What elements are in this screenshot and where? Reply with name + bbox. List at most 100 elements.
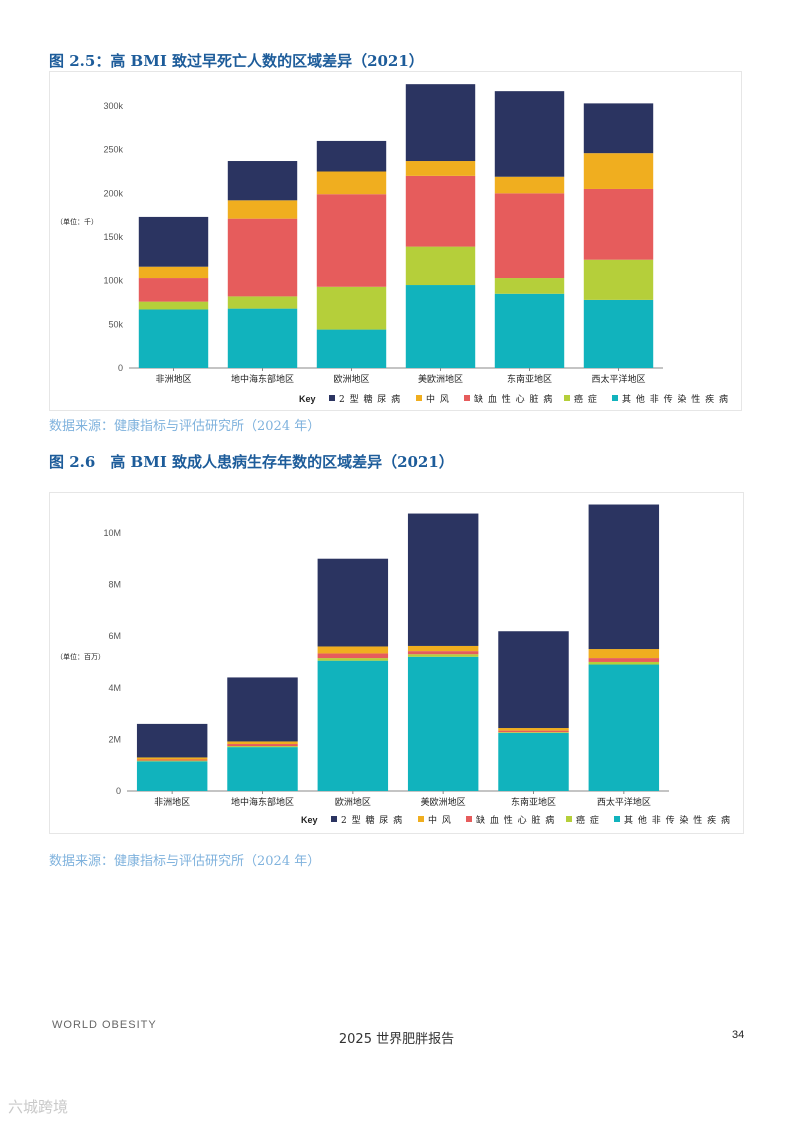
legend-swatch [566,816,572,822]
legend-item-label: 中 风 [426,393,450,405]
bar-segment [407,654,479,657]
legend-item-label: 中 风 [428,814,452,826]
legend-swatch [416,395,422,401]
bar-segment [138,301,209,310]
legend-swatch [466,816,472,822]
category-label: 欧洲地区 [333,373,369,385]
category-label: 非洲地区 [154,796,190,808]
legend-swatch [464,395,470,401]
category-label: 东南亚地区 [511,796,556,808]
bar-segment [227,747,298,791]
y-tick-label: 200k [103,188,123,198]
bar-segment [407,645,479,652]
bar-segment [317,653,389,659]
legend-swatch [331,816,337,822]
legend-item-label: 其 他 非 传 染 性 疾 病 [624,814,731,826]
legend-swatch [612,395,618,401]
bar-segment [494,193,565,279]
legend-swatch [614,816,620,822]
bar-segment [588,658,660,662]
bar-segment [583,299,654,368]
bar-segment [498,730,569,733]
category-label: 美欧洲地区 [421,796,466,808]
bar-segment [317,646,389,654]
y-tick-label: 300k [103,101,123,111]
bar-segment [316,194,387,287]
bar-segment [227,744,298,747]
legend-item-label: 缺 血 性 心 脏 病 [476,814,555,826]
bar-segment [407,651,479,655]
bar-segment [494,91,565,177]
legend-item-label: 2 型 糖 尿 病 [341,814,403,826]
bar-segment [498,732,569,733]
bar-segment [405,161,476,176]
category-label: 美欧洲地区 [418,373,463,385]
category-label: 地中海东部地区 [231,373,294,385]
report-title: 2025 世界肥胖报告 [338,1032,455,1047]
y-tick-label: 10M [103,528,121,538]
bar-segment [317,558,389,647]
bar-segment [316,286,387,330]
unit-label: （单位：千） [56,217,98,226]
y-tick-label: 8M [108,580,121,590]
legend-item-label: 2 型 糖 尿 病 [339,393,401,405]
bar-segment [405,246,476,286]
category-label: 西太平洋地区 [591,373,645,385]
y-tick-label: 0 [118,363,123,373]
bar-segment [494,293,565,368]
bar-segment [407,656,479,791]
world-obesity-logo: WORLD OBESITY [52,1019,157,1031]
data-source-note: 数据来源：健康指标与评估研究所（2024 年） [49,419,321,434]
legend-swatch [329,395,335,401]
bar-segment [227,677,298,742]
legend-item-label: 缺 血 性 心 脏 病 [474,393,553,405]
category-label: 东南亚地区 [507,373,552,385]
bar-segment [405,175,476,247]
legend-item-label: 癌 症 [576,814,600,826]
bar-segment [588,504,660,650]
legend-swatch [564,395,570,401]
bar-segment [316,329,387,368]
y-tick-label: 4M [108,683,121,693]
legend-item-label: 其 他 非 传 染 性 疾 病 [622,393,729,405]
bar-segment [498,732,569,791]
bar-segment [583,188,654,260]
bar-segment [317,660,389,791]
y-tick-label: 50k [108,319,123,329]
bar-segment [136,757,208,760]
category-label: 西太平洋地区 [597,796,651,808]
y-tick-label: 100k [103,276,123,286]
bar-segment [583,153,654,189]
y-tick-label: 0 [116,786,121,796]
bar-segment [227,308,298,368]
bar-segment [227,741,298,745]
bar-segment [317,658,389,661]
bar-segment [583,259,654,300]
bar-segment [407,513,479,646]
bar-segment [227,200,298,219]
bar-segment [583,103,654,154]
bar-segment [136,760,208,762]
bar-segment [227,746,298,748]
page-number: 34 [732,1029,745,1041]
legend-item-label: 癌 症 [574,393,598,405]
bar-segment [138,309,209,368]
bar-chart-premature-deaths: 0 50k 100k 150k 200k 250k 300k （单位：千） 非洲地区 地中海东部地… [56,84,729,405]
bar-segment [136,723,208,758]
unit-label: （单位：百万） [56,652,105,661]
legend-swatch [418,816,424,822]
bar-segment [494,278,565,294]
watermark: 六城跨境 [8,1098,69,1116]
bar-segment [316,171,387,195]
legend-key-label: Key [299,394,316,404]
y-tick-label: 2M [108,734,121,744]
bar-segment [227,161,298,201]
bar-segment [138,216,209,267]
figure-title: 图 2.5：高 BMI 致过早死亡人数的区域差异（2021） [49,52,424,70]
bar-segment [405,285,476,368]
category-label: 非洲地区 [155,373,191,385]
bar-segment [227,218,298,297]
bar-segment [136,759,208,761]
bar-segment [138,266,209,279]
y-tick-label: 6M [108,631,121,641]
